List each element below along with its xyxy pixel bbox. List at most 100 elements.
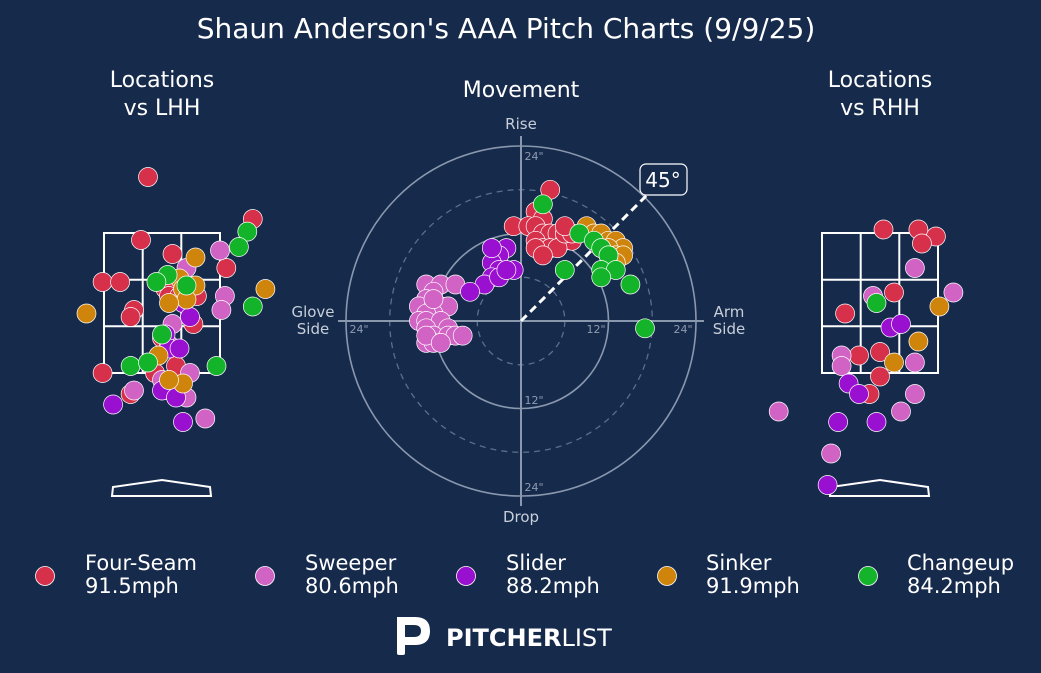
pitch-point-slider-7 (103, 394, 123, 415)
movement-point-changeup-9 (554, 260, 575, 280)
pitch-point-sweeper-5 (905, 352, 925, 373)
pitch-point-sweeper-7 (891, 401, 911, 422)
pitch-point-slider-5 (866, 412, 887, 432)
pitch-point-four-seam-4 (884, 282, 904, 303)
movement-tick-labels: 24" 12" 24" 24" 12" 24" (349, 150, 692, 494)
legend-item-slider: Slider 88.2mph (456, 551, 600, 598)
movement-point-four-seam-19 (533, 245, 553, 266)
pitch-point-sinker-1 (908, 331, 929, 352)
axis-label-glove-side-line1: Glove (291, 303, 334, 321)
legend: Four-Seam 91.5mph Sweeper 80.6mph Slider… (35, 551, 1014, 598)
pitch-point-slider-1 (891, 314, 911, 334)
pitch-point-sinker-2 (884, 352, 904, 373)
lhh-title-line2: vs LHH (124, 96, 201, 121)
tick-left-24: 24" (349, 323, 368, 336)
arm-angle-label: 45° (639, 163, 688, 196)
legend-item-changeup: Changeup 84.2mph (858, 551, 1014, 598)
pitch-point-sweeper-9 (821, 443, 841, 464)
arm-angle-value: 45° (645, 168, 680, 192)
pitch-point-sweeper-4 (831, 356, 852, 376)
rhh-title-line1: Locations (828, 68, 933, 93)
movement-point-changeup-0 (533, 194, 553, 215)
pitch-point-sweeper-3 (211, 300, 232, 320)
axis-label-drop: Drop (503, 508, 539, 526)
legend-item-sweeper: Sweeper 80.6mph (255, 551, 399, 598)
pitch-point-four-seam-17 (92, 363, 113, 383)
axis-label-glove-side-line2: Side (297, 320, 329, 338)
pitch-point-sweeper-10 (195, 408, 216, 429)
rhh-pitch-points (768, 219, 964, 495)
pitch-point-sinker-0 (185, 247, 206, 268)
lhh-pitch-points (76, 167, 276, 432)
pitcherlist-mark-icon (397, 617, 430, 655)
pitch-point-changeup-8 (138, 352, 158, 373)
pitch-point-changeup-0 (237, 221, 258, 242)
pitch-point-four-seam-7 (870, 342, 890, 362)
rhh-title-line2: vs RHH (840, 96, 920, 121)
movement-grid (338, 136, 704, 506)
legend-pitch-slider: Slider (506, 551, 566, 575)
pitch-point-sinker-7 (159, 293, 179, 313)
rhh-location-chart (768, 219, 964, 497)
arm-angle-line (519, 193, 649, 323)
movement-point-sweeper-22 (430, 333, 451, 353)
legend-marker-sweeper (255, 566, 275, 586)
logo-bold: PITCHER (446, 624, 561, 652)
pitch-point-changeup-6 (152, 324, 172, 345)
pitch-point-sweeper-0 (210, 240, 230, 261)
pitch-point-changeup-0 (866, 293, 887, 313)
pitch-point-changeup-5 (242, 296, 263, 317)
logo-wordmark: PITCHERLIST (446, 624, 612, 652)
movement-pitch-points (409, 179, 655, 353)
pitch-point-changeup-9 (206, 356, 227, 376)
movement-point-slider-7 (460, 281, 480, 302)
legend-pitch-four-seam: Four-Seam (85, 551, 197, 575)
pitch-point-slider-8 (173, 412, 193, 432)
pitch-point-four-seam-6 (110, 272, 130, 292)
pitch-point-sinker-10 (159, 370, 179, 390)
pitch-point-sweeper-1 (943, 282, 964, 303)
pitch-point-four-seam-4 (216, 258, 237, 278)
pitch-point-sweeper-0 (905, 258, 925, 278)
pitch-point-sinker-1 (255, 279, 276, 299)
tick-bottom-12: 12" (524, 394, 543, 407)
pitch-point-four-seam-0 (138, 167, 158, 187)
page-title: Shaun Anderson's AAA Pitch Charts (9/9/2… (197, 12, 816, 45)
legend-pitch-changeup: Changeup (907, 551, 1014, 575)
pitcherlist-logo: PITCHERLIST (397, 617, 612, 655)
legend-speed-changeup: 84.2mph (907, 574, 1001, 598)
pitch-point-four-seam-5 (92, 272, 113, 292)
pitch-point-slider-4 (169, 338, 190, 359)
legend-marker-changeup (858, 566, 878, 586)
movement-point-sweeper-20 (452, 325, 473, 346)
pitch-point-slider-4 (828, 412, 848, 432)
movement-point-slider-10 (481, 238, 502, 258)
legend-marker-slider (456, 566, 476, 586)
pitch-point-changeup-1 (229, 237, 249, 257)
legend-speed-slider: 88.2mph (506, 574, 600, 598)
movement-point-changeup-7 (591, 267, 612, 288)
pitch-point-four-seam-3 (162, 244, 183, 264)
legend-item-four-seam: Four-Seam 91.5mph (35, 551, 197, 598)
pitch-point-four-seam-3 (912, 233, 932, 254)
pitch-point-slider-3 (849, 384, 869, 404)
pitch-point-sweeper-8 (768, 401, 789, 422)
lhh-location-chart (76, 167, 276, 497)
axis-label-rise: Rise (505, 115, 537, 133)
legend-marker-four-seam (35, 566, 55, 586)
axis-label-arm-side-line2: Side (713, 320, 745, 338)
movement-point-changeup-8 (620, 274, 641, 295)
pitch-point-sinker-2 (76, 303, 97, 324)
tick-top-24: 24" (524, 150, 543, 163)
pitch-point-changeup-3 (146, 272, 167, 292)
legend-speed-four-seam: 91.5mph (85, 574, 179, 598)
arm-angle-box (639, 163, 688, 196)
pitch-point-sinker-0 (929, 296, 950, 317)
movement-point-slider-9 (496, 260, 517, 280)
movement-chart: 45° Rise Drop Glove Side Arm Side 24" 12… (291, 115, 745, 526)
movement-title: Movement (463, 78, 580, 103)
pitch-point-changeup-4 (176, 275, 197, 296)
legend-item-sinker: Sinker 91.9mph (657, 551, 800, 598)
lhh-title-line1: Locations (110, 68, 215, 93)
